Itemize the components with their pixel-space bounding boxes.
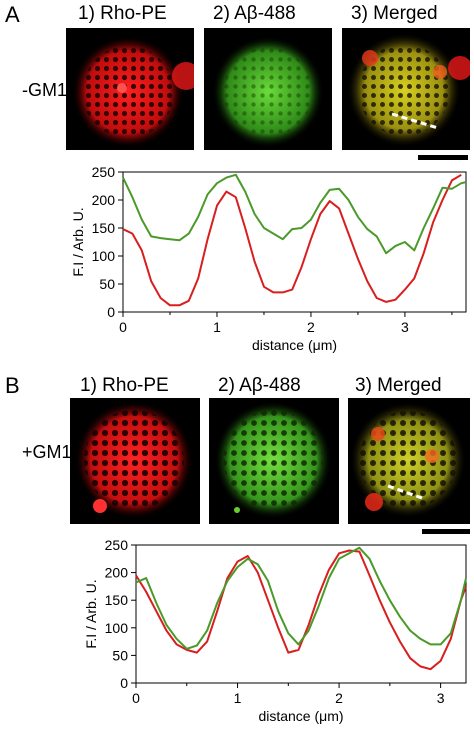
panel-b-ytick-label: 100 [105,620,129,636]
panel-a-series-line-0 [122,173,462,307]
panel-b-chart: 0 50 100 150 200 250 0 1 2 3 distance (μm) F.I / Ar… [83,537,467,724]
panel-b-ytick-label: 200 [105,565,129,581]
panel-b-title-merged: 3) Merged [355,375,442,396]
panel-b-ytick-label: 250 [105,537,129,553]
panel-b-xtick-label: 0 [132,690,140,706]
panel-b-condition: +GM1 [22,442,72,462]
panel-b-ytick-label: 0 [120,675,128,691]
panel-a-ytick-label: 200 [92,192,116,208]
panel-a-title-abeta: 2) Aβ-488 [213,3,296,24]
panel-a-rho-image [66,28,194,150]
panel-b-xtick-label: 3 [437,690,445,706]
panel-b-title-rho: 1) Rho-PE [80,375,169,396]
panel-a-plot-frame [122,171,467,313]
panel-b-series-line-1 [135,546,467,650]
panel-b-ytick-label: 150 [105,592,129,608]
panel-b-scale-bar [422,529,470,534]
panel-a-letter: A [5,2,20,27]
panel-b-plot-frame [135,544,467,684]
panel-b-merged-image [348,398,470,524]
panel-a-ytick-label: 150 [92,220,116,236]
panel-b-xlabel: distance (μm) [258,708,343,724]
panel-a-title-rho: 1) Rho-PE [78,3,167,24]
panel-b-series-line-0 [135,549,467,671]
panel-a-series-line-1 [122,173,467,255]
panel-b-letter: B [5,373,20,398]
panel-a-scale-bar [418,155,468,160]
panel-a-chart: 0 50 100 150 200 250 0 1 2 3 distance (μm) F.I / Ar… [70,164,467,353]
panel-a-xlabel: distance (μm) [252,337,337,353]
panel-a-xtick-label: 2 [307,319,315,335]
panel-b-abeta-image [209,398,339,524]
panel-b-ytick-label: 50 [112,647,128,663]
panel-a-ylabel: F.I / Arb. U. [70,207,86,276]
panel-a-condition: -GM1 [22,80,67,100]
panel-b-ylabel: F.I / Arb. U. [83,579,99,648]
panel-a-ytick-label: 100 [92,248,116,264]
panel-b-xtick-label: 2 [335,690,343,706]
panel-a-abeta-image [204,28,332,150]
panel-a-ytick-label: 250 [92,164,116,180]
panel-a-merged-image [342,28,470,150]
panel-b-rho-image [70,398,200,524]
panel-a-xtick-label: 1 [213,319,221,335]
panel-b-xtick-label: 1 [234,690,242,706]
panel-a-xtick-label: 3 [401,319,409,335]
panel-b-title-abeta: 2) Aβ-488 [218,375,301,396]
panel-a-xtick-label: 0 [119,319,127,335]
panel-a-ytick-label: 50 [99,276,115,292]
panel-a-ytick-label: 0 [107,304,115,320]
panel-a-title-merged: 3) Merged [351,3,438,24]
